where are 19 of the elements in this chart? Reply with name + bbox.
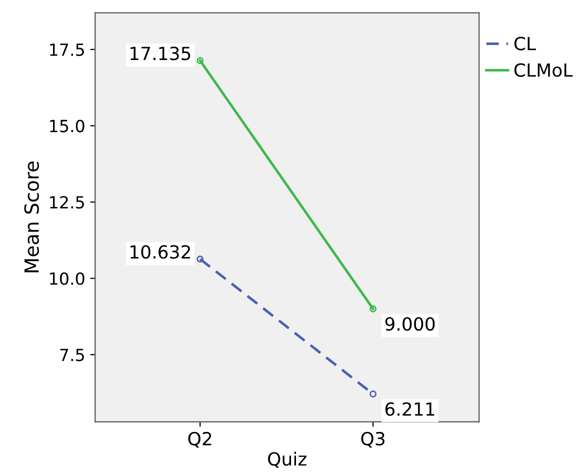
legend-label: CL bbox=[514, 36, 536, 50]
y-tick-label: 15.0 bbox=[50, 120, 84, 132]
x-axis-title: Quiz bbox=[268, 452, 306, 468]
point bbox=[196, 256, 204, 263]
data-label: 9.000 bbox=[385, 317, 435, 331]
data-label: 17.135 bbox=[130, 46, 190, 60]
point bbox=[370, 390, 377, 398]
point bbox=[370, 305, 377, 312]
y-axis-title: Mean Score bbox=[24, 162, 39, 272]
point bbox=[196, 57, 204, 64]
y-tick-label: 7.5 bbox=[60, 348, 84, 362]
data-label: 10.632 bbox=[130, 245, 190, 259]
data-label: 6.211 bbox=[385, 402, 434, 416]
y-tick-label: 12.5 bbox=[50, 196, 84, 209]
legend-label: CLMoL bbox=[514, 63, 573, 77]
y-tick-label: 17.5 bbox=[50, 44, 84, 56]
x-tick-label: Q3 bbox=[361, 432, 384, 448]
x-tick-label: Q2 bbox=[188, 432, 212, 448]
y-tick-label: 10.0 bbox=[50, 272, 84, 285]
